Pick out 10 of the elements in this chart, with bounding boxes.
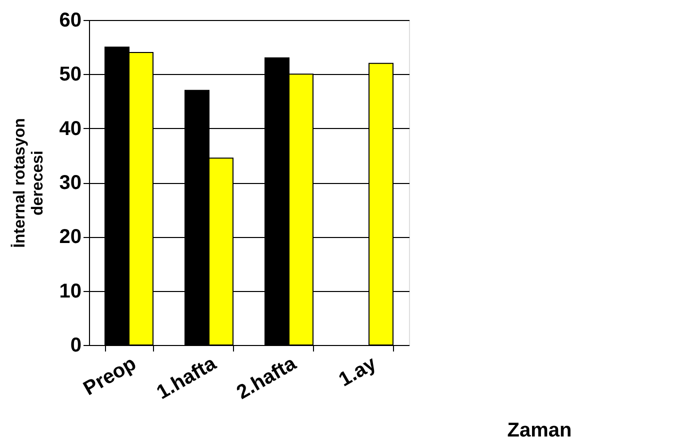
x-tick-label: 1.ay — [335, 352, 381, 392]
y-tick-label: 50 — [59, 64, 82, 86]
y-tick-label: 20 — [59, 226, 82, 248]
y-tick-label: 40 — [59, 118, 82, 140]
x-axis-title: Zaman — [507, 420, 572, 442]
y-tick-label: 60 — [59, 10, 82, 32]
y-tick-label: 10 — [59, 280, 82, 302]
y-tick-label: 30 — [59, 172, 82, 194]
y-tick-label: 0 — [70, 334, 82, 356]
y-axis-title: İnternal rotasyon derecesi — [10, 118, 46, 248]
